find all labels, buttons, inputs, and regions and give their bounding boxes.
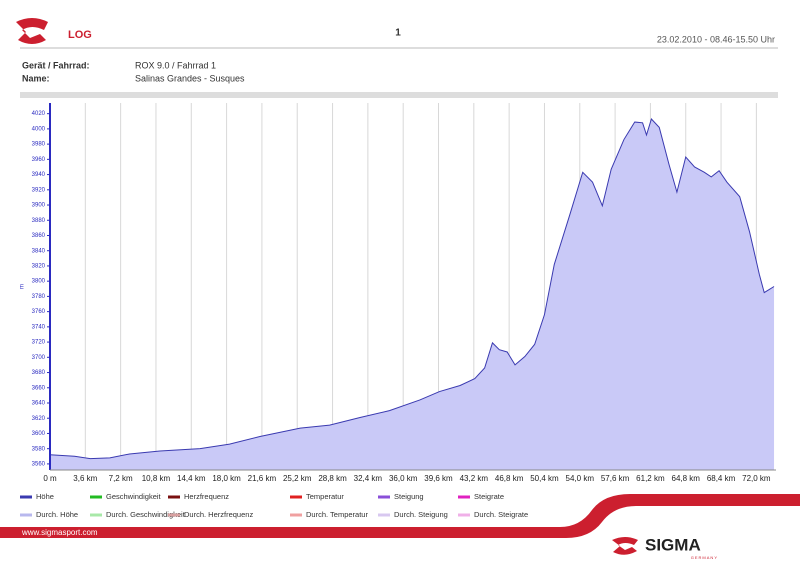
legend-label: Temperatur bbox=[306, 492, 344, 501]
legend-label: Durch. Temperatur bbox=[306, 510, 368, 519]
y-tick-label: 3800 bbox=[32, 279, 46, 285]
legend-label: Geschwindigkeit bbox=[106, 492, 162, 501]
x-tick-label: 14,4 km bbox=[177, 474, 206, 483]
y-axis-label: m bbox=[20, 284, 26, 289]
info-label: Name: bbox=[22, 73, 50, 83]
x-tick-label: 39,6 km bbox=[424, 474, 453, 483]
legend-swatch bbox=[458, 495, 470, 499]
page-number: 1 bbox=[395, 28, 401, 39]
y-tick-label: 3580 bbox=[32, 446, 46, 452]
y-tick-label: 3820 bbox=[32, 264, 46, 270]
y-tick-label: 3900 bbox=[32, 203, 46, 209]
legend-swatch bbox=[168, 513, 180, 517]
logo bbox=[16, 18, 48, 44]
y-tick-label: 3680 bbox=[32, 370, 46, 376]
x-tick-label: 32,4 km bbox=[354, 474, 383, 483]
y-tick-label: 3660 bbox=[32, 385, 46, 391]
x-tick-label: 18,0 km bbox=[212, 474, 241, 483]
chart-band bbox=[20, 92, 778, 98]
legend-swatch bbox=[20, 513, 32, 517]
x-tick-label: 7,2 km bbox=[109, 474, 133, 483]
y-tick-label: 3880 bbox=[32, 218, 46, 224]
x-tick-label: 36,0 km bbox=[389, 474, 418, 483]
legend: Höhe Geschwindigkeit Herzfrequenz Temperatu… bbox=[20, 492, 528, 519]
y-tick-label: 3640 bbox=[32, 401, 46, 407]
legend-label: Steigrate bbox=[474, 492, 504, 501]
x-tick-label: 3,6 km bbox=[73, 474, 97, 483]
y-tick-label: 3760 bbox=[32, 309, 46, 315]
legend-label: Höhe bbox=[36, 492, 54, 501]
legend-label: Durch. Steigrate bbox=[474, 510, 528, 519]
x-tick-label: 64,8 km bbox=[672, 474, 701, 483]
legend-label: Herzfrequenz bbox=[184, 492, 229, 501]
x-tick-label: 68,4 km bbox=[707, 474, 736, 483]
info-value: Salinas Grandes - Susques bbox=[135, 73, 245, 83]
legend-label: Durch. Geschwindigkeit bbox=[106, 510, 186, 519]
y-tick-label: 3780 bbox=[32, 294, 46, 300]
x-tick-label: 21,6 km bbox=[248, 474, 277, 483]
y-tick-label: 3560 bbox=[32, 461, 46, 467]
info-value: ROX 9.0 / Fahrrad 1 bbox=[135, 60, 216, 70]
x-tick-label: 43,2 km bbox=[460, 474, 489, 483]
line bbox=[49, 118, 775, 460]
y-tick-label: 3980 bbox=[32, 142, 46, 148]
legend-swatch bbox=[290, 495, 302, 499]
legend-label: Durch. Höhe bbox=[36, 510, 78, 519]
x-tick-label: 25,2 km bbox=[283, 474, 312, 483]
x-tick-label: 72,0 km bbox=[742, 474, 771, 483]
legend-swatch bbox=[458, 513, 470, 517]
footer-url: www.sigmasport.com bbox=[21, 528, 98, 537]
x-tick-label: 57,6 km bbox=[601, 474, 630, 483]
legend-swatch bbox=[90, 513, 102, 517]
legend-swatch bbox=[20, 495, 32, 499]
y-tick-label: 3860 bbox=[32, 233, 46, 239]
legend-label: Durch. Herzfrequenz bbox=[184, 510, 253, 519]
x-tick-label: 61,2 km bbox=[636, 474, 665, 483]
y-tick-label: 3940 bbox=[32, 172, 46, 178]
header-title: LOG bbox=[68, 29, 92, 41]
y-tick-label: 3920 bbox=[32, 187, 46, 193]
y-tick-label: 3720 bbox=[32, 340, 46, 346]
x-tick-label: 50,4 km bbox=[530, 474, 559, 483]
legend-swatch bbox=[90, 495, 102, 499]
x-tick-label: 0 m bbox=[43, 474, 57, 483]
y-tick-label: 3600 bbox=[32, 431, 46, 437]
brand: SIGMA bbox=[645, 535, 701, 554]
y-tick-label: 3700 bbox=[32, 355, 46, 361]
y-tick-label: 3960 bbox=[32, 157, 46, 163]
legend-label: Steigung bbox=[394, 492, 424, 501]
legend-swatch bbox=[378, 513, 390, 517]
brand-logo bbox=[612, 537, 638, 555]
header-date: 23.02.2010 - 08.46-15.50 Uhr bbox=[657, 34, 775, 44]
x-tick-label: 28,8 km bbox=[318, 474, 347, 483]
legend-swatch bbox=[168, 495, 180, 499]
legend-swatch bbox=[378, 495, 390, 499]
info-label: Gerät / Fahrrad: bbox=[22, 60, 90, 70]
brand-country: GERMANY bbox=[691, 555, 718, 560]
y-tick-label: 3840 bbox=[32, 248, 46, 254]
legend-swatch bbox=[290, 513, 302, 517]
chart: 0 m 3,6 km 7,2 km 10,8 km 14,4 km 18,0 km 21,6… bbox=[20, 103, 776, 483]
legend-label: Durch. Steigung bbox=[394, 510, 448, 519]
y-tick-label: 4000 bbox=[32, 126, 46, 132]
y-tick-label: 4020 bbox=[32, 111, 46, 117]
x-tick-label: 10,8 km bbox=[142, 474, 171, 483]
y-tick-label: 3740 bbox=[32, 324, 46, 330]
x-tick-label: 54,0 km bbox=[566, 474, 595, 483]
x-tick-label: 46,8 km bbox=[495, 474, 524, 483]
footer-band bbox=[0, 494, 800, 538]
area-fill bbox=[50, 118, 775, 470]
y-tick-label: 3620 bbox=[32, 416, 46, 422]
